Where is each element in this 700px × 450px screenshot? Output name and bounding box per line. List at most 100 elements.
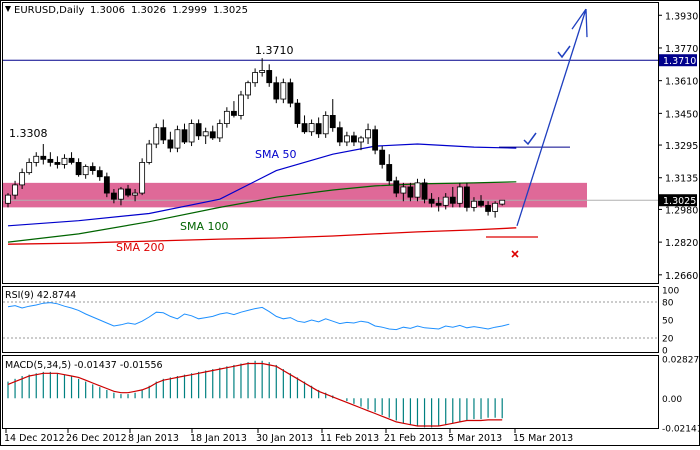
candle[interactable]	[442, 193, 449, 210]
candle[interactable]	[202, 127, 209, 145]
candle[interactable]	[294, 99, 301, 128]
candle[interactable]	[118, 186, 124, 206]
candle[interactable]	[111, 188, 117, 204]
price-tick-label: 1.3610	[665, 77, 698, 88]
rsi-panel[interactable]	[2, 286, 659, 353]
sma50-label: SMA 50	[255, 148, 297, 161]
candle[interactable]	[139, 158, 146, 196]
candle[interactable]	[160, 119, 167, 145]
candle[interactable]	[287, 78, 294, 108]
candle[interactable]	[428, 193, 435, 208]
candle[interactable]	[485, 201, 491, 216]
collapse-triangle-icon[interactable]	[5, 6, 11, 12]
candle[interactable]	[449, 186, 456, 208]
price-panel[interactable]	[2, 2, 659, 284]
candle[interactable]	[273, 76, 280, 104]
candle[interactable]	[336, 121, 343, 147]
candle-body	[294, 102, 301, 124]
candle[interactable]	[322, 111, 329, 138]
candle[interactable]	[75, 158, 82, 177]
candle[interactable]	[393, 176, 400, 198]
candle[interactable]	[386, 154, 393, 185]
candle[interactable]	[280, 78, 287, 104]
candle[interactable]	[209, 125, 216, 140]
candle[interactable]	[343, 131, 350, 147]
candle[interactable]	[125, 184, 131, 198]
candle-body	[202, 131, 209, 137]
candle[interactable]	[478, 195, 484, 208]
rsi-tick-label: 0	[662, 347, 668, 357]
candle[interactable]	[308, 119, 315, 136]
candle-body	[372, 129, 379, 151]
candle[interactable]	[40, 144, 47, 165]
candle[interactable]	[33, 152, 40, 167]
candle[interactable]	[96, 166, 103, 181]
candle-body	[139, 162, 146, 194]
rsi-tick-label: 80	[662, 299, 674, 309]
candle[interactable]	[153, 123, 160, 149]
candle[interactable]	[266, 64, 273, 87]
prev-high-annotation: 1.3308	[9, 127, 48, 140]
candle[interactable]	[47, 152, 54, 167]
resistance-price-tag-label: 1.3710	[663, 56, 696, 67]
candle-body	[287, 82, 294, 104]
candle[interactable]	[421, 178, 428, 204]
candle[interactable]	[414, 178, 421, 202]
candle[interactable]	[223, 107, 230, 128]
candle[interactable]	[471, 197, 477, 212]
target-check-icon-2	[523, 132, 537, 146]
candle[interactable]	[499, 199, 506, 206]
candle[interactable]	[146, 139, 153, 165]
macd-panel[interactable]	[2, 355, 659, 429]
candle[interactable]	[400, 182, 407, 202]
candle-body	[499, 199, 506, 205]
candle[interactable]	[195, 119, 202, 140]
candle[interactable]	[188, 119, 195, 147]
current-price-tag-label: 1.3025	[663, 196, 696, 207]
candle[interactable]	[216, 119, 223, 142]
candle[interactable]	[26, 158, 33, 175]
candle[interactable]	[82, 164, 89, 179]
candle[interactable]	[61, 154, 68, 169]
candle[interactable]	[351, 131, 357, 147]
candle[interactable]	[132, 188, 138, 202]
candle[interactable]	[19, 168, 26, 189]
candle[interactable]	[301, 115, 308, 134]
candle[interactable]	[238, 90, 244, 120]
candle[interactable]	[435, 197, 442, 212]
candle[interactable]	[103, 172, 110, 198]
candle[interactable]	[379, 146, 386, 169]
candle[interactable]	[5, 193, 11, 208]
candle[interactable]	[174, 125, 181, 153]
candle[interactable]	[492, 201, 499, 218]
rsi-tick-label: 20	[662, 335, 674, 345]
candle[interactable]	[181, 123, 188, 145]
candle-body	[336, 127, 343, 143]
resistance-price-tag	[659, 54, 697, 67]
candle[interactable]	[456, 182, 463, 208]
candle[interactable]	[372, 125, 379, 155]
candle[interactable]	[167, 131, 174, 153]
candle[interactable]	[259, 58, 266, 77]
candle[interactable]	[12, 180, 18, 200]
candle-body	[47, 158, 54, 163]
candle[interactable]	[231, 101, 237, 118]
candle[interactable]	[407, 182, 414, 202]
candle[interactable]	[245, 80, 251, 100]
candle[interactable]	[315, 117, 322, 138]
candle-body	[33, 155, 40, 163]
candle[interactable]	[358, 135, 364, 151]
candle-body	[61, 157, 68, 165]
candle[interactable]	[463, 182, 470, 212]
candle-body	[238, 94, 244, 116]
candle[interactable]	[89, 162, 96, 175]
candle[interactable]	[54, 156, 61, 169]
candle-body	[68, 157, 75, 163]
candle[interactable]	[252, 68, 259, 87]
candle[interactable]	[68, 152, 75, 165]
candle[interactable]	[329, 99, 336, 132]
candle-body	[322, 115, 329, 135]
candle[interactable]	[365, 123, 371, 145]
